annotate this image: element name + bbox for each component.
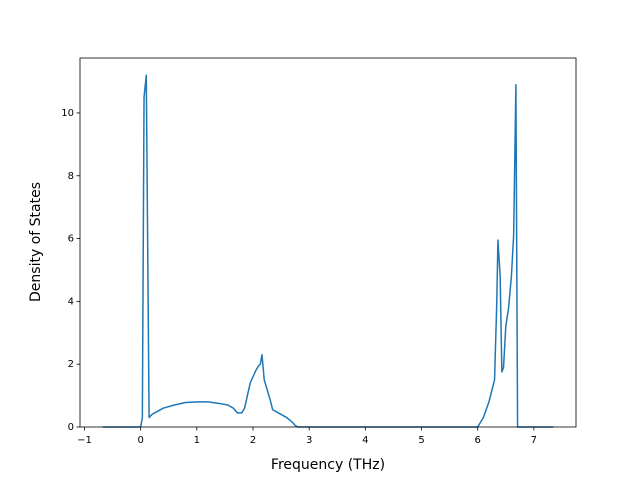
x-tick-label: 4 bbox=[362, 435, 368, 446]
x-tick-label: 5 bbox=[418, 435, 424, 446]
plot-frame bbox=[79, 57, 577, 428]
data-line bbox=[102, 74, 554, 428]
x-tick-label: 3 bbox=[306, 435, 312, 446]
y-tick-label: 6 bbox=[68, 234, 74, 245]
y-tick-label: 2 bbox=[68, 359, 74, 370]
x-tick-label: 2 bbox=[250, 435, 256, 446]
y-tick-label: 8 bbox=[68, 171, 74, 182]
x-tick-label: 1 bbox=[194, 435, 200, 446]
x-tick-label: −1 bbox=[77, 435, 92, 446]
y-tick-label: 10 bbox=[61, 108, 74, 119]
x-tick-label: 7 bbox=[531, 435, 537, 446]
x-tick-label: 0 bbox=[137, 435, 143, 446]
x-tick-label: 6 bbox=[475, 435, 481, 446]
y-tick-label: 4 bbox=[68, 296, 74, 307]
x-axis-label: Frequency (THz) bbox=[271, 457, 385, 473]
y-axis-label: Density of States bbox=[28, 182, 44, 302]
y-tick-label: 0 bbox=[68, 422, 74, 433]
